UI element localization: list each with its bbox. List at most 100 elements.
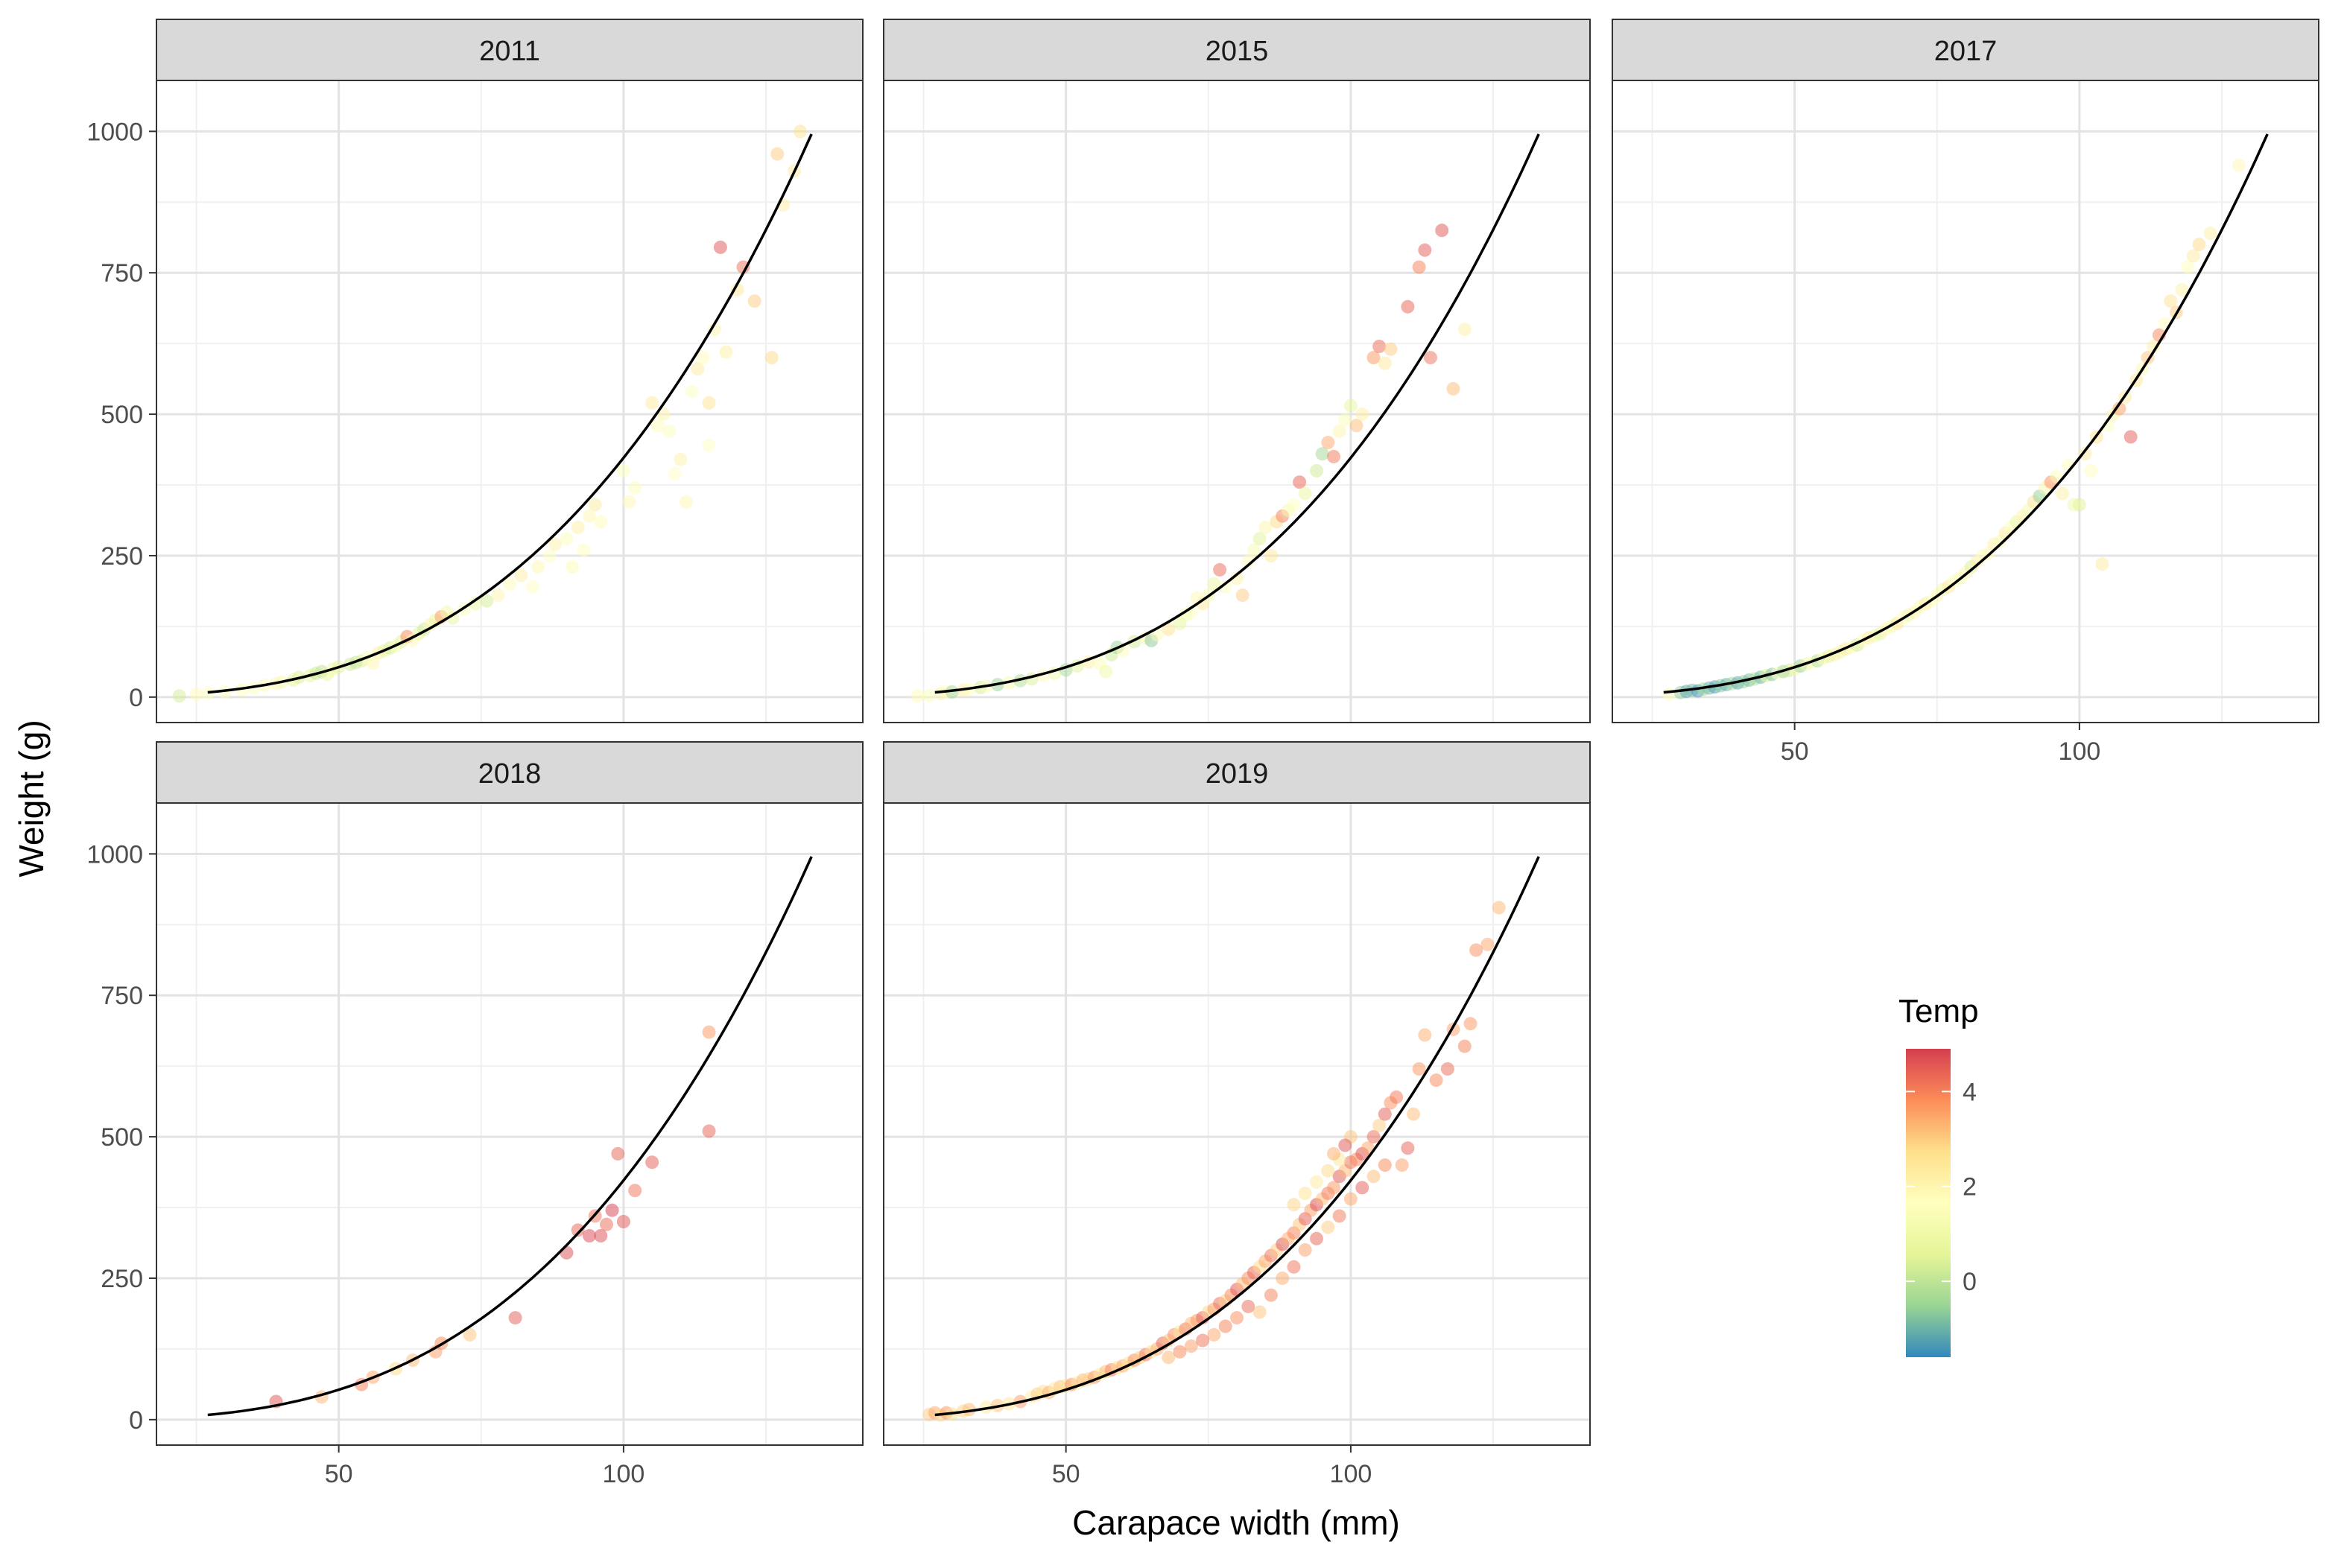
y-tick-label: 500	[101, 401, 143, 429]
data-point	[525, 580, 539, 594]
data-point	[571, 521, 585, 534]
data-point	[1235, 588, 1249, 603]
legend-colorbar	[1906, 1049, 1951, 1357]
fit-curve	[934, 133, 1540, 694]
data-point	[491, 588, 505, 603]
x-tick-label: 50	[1052, 1460, 1080, 1488]
data-point	[628, 1184, 642, 1198]
data-point	[622, 495, 636, 509]
data-point	[1258, 521, 1273, 534]
data-point	[2072, 498, 2086, 512]
data-point	[2123, 430, 2138, 444]
data-point	[542, 549, 557, 562]
facet-panel-2015: 2015	[883, 19, 1591, 723]
facet-label: 2019	[1206, 758, 1269, 790]
data-point	[218, 685, 232, 699]
data-point	[1321, 1220, 1335, 1234]
y-tick-label: 1000	[86, 118, 143, 146]
data-point	[1662, 688, 1676, 701]
data-point	[1310, 1231, 1323, 1245]
x-tick-label: 100	[2059, 737, 2101, 766]
data-point	[531, 560, 545, 574]
data-point	[1276, 1272, 1290, 1285]
facet-label: 2018	[478, 758, 542, 790]
data-point	[172, 689, 186, 703]
panel-background	[1612, 80, 2319, 723]
data-point	[962, 1403, 976, 1417]
data-point	[1327, 450, 1340, 463]
data-point	[446, 611, 460, 625]
data-point	[2175, 283, 2189, 296]
data-point	[719, 345, 733, 359]
data-point	[770, 147, 785, 161]
data-point	[1418, 1028, 1432, 1042]
data-point	[1218, 580, 1232, 594]
data-point	[691, 362, 705, 376]
data-point	[548, 537, 563, 551]
data-point	[1332, 1209, 1346, 1223]
data-point	[469, 597, 483, 611]
data-point	[764, 351, 779, 365]
data-point	[2078, 447, 2092, 461]
data-point	[594, 1229, 608, 1242]
data-point	[1349, 419, 1363, 433]
data-point	[1401, 299, 1415, 314]
data-point	[1196, 1333, 1210, 1348]
panels-layer: 2011 2015 2017 2018 2019	[156, 19, 2319, 1446]
data-point	[696, 351, 710, 365]
data-point	[1184, 1339, 1198, 1353]
data-point	[1287, 1198, 1301, 1212]
data-point	[566, 560, 580, 574]
fit-curve	[207, 133, 813, 694]
data-point	[910, 689, 925, 703]
data-point	[1298, 1187, 1312, 1200]
data-point	[628, 480, 642, 495]
y-tick-label: 750	[101, 982, 143, 1010]
facet-panel-2019: 2019	[883, 741, 1591, 1446]
data-point	[2181, 260, 2195, 274]
data-point	[2101, 419, 2115, 433]
data-point	[1418, 243, 1432, 257]
data-point	[1395, 1158, 1409, 1172]
legend-ticks: 0 2 4	[1906, 1078, 1977, 1296]
data-point	[1366, 1169, 1381, 1184]
y-axis-title: Weight (g)	[12, 720, 51, 877]
data-point	[1264, 549, 1278, 562]
data-point	[945, 685, 959, 699]
data-point	[1463, 1017, 1477, 1031]
facet-panel-2011: 2011	[156, 19, 864, 723]
data-point	[1207, 577, 1221, 591]
data-point	[685, 384, 699, 399]
data-point	[1207, 1327, 1221, 1342]
data-point	[730, 283, 744, 296]
data-point	[702, 1025, 716, 1039]
data-point	[645, 396, 659, 410]
legend-title: Temp	[1898, 993, 1979, 1029]
fit-curve	[207, 856, 813, 1417]
data-point	[1213, 562, 1227, 577]
panel-border	[1612, 80, 2319, 723]
y-tick-label: 250	[101, 1265, 143, 1293]
panel-background	[884, 80, 1590, 723]
data-point	[1457, 1039, 1472, 1053]
data-point	[1429, 1073, 1443, 1088]
panel-background	[156, 80, 863, 723]
data-point	[1423, 351, 1437, 365]
data-point	[2164, 294, 2178, 308]
data-point	[1241, 1299, 1255, 1313]
data-point	[560, 532, 574, 546]
data-point	[702, 396, 716, 410]
facet-label: 2015	[1206, 36, 1269, 67]
data-point	[503, 577, 516, 591]
facet-label: 2011	[479, 36, 540, 67]
data-point	[1492, 901, 1506, 915]
data-point	[1173, 1345, 1187, 1359]
panel-border	[883, 80, 1591, 723]
x-tick-label: 100	[603, 1460, 645, 1488]
data-point	[508, 1311, 522, 1325]
y-tick-label: 0	[129, 1406, 143, 1435]
panel-border	[156, 802, 864, 1446]
data-point	[1230, 571, 1244, 585]
